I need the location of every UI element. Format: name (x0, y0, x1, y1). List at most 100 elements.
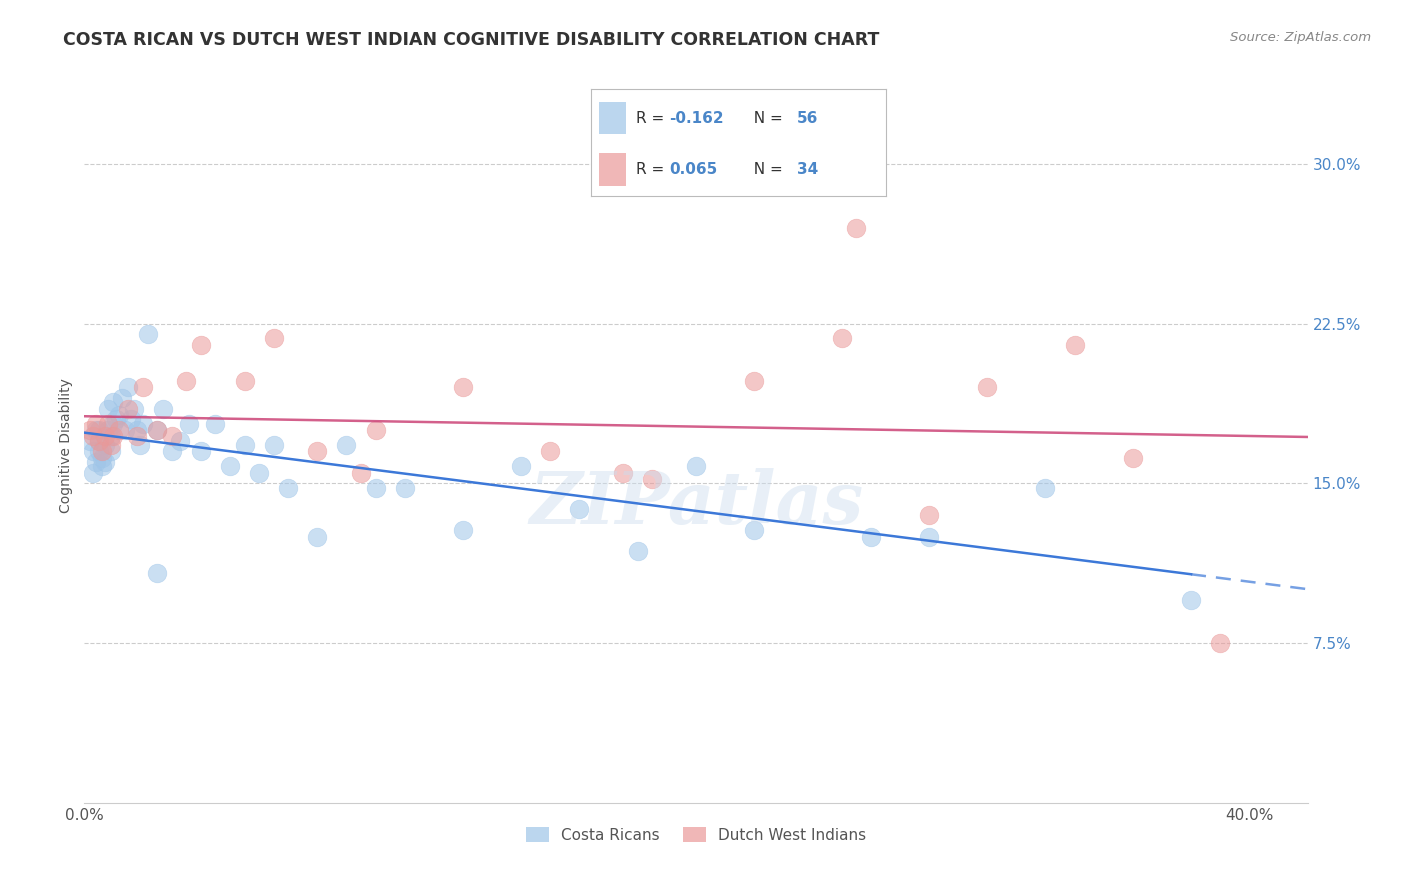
Legend: Costa Ricans, Dutch West Indians: Costa Ricans, Dutch West Indians (520, 821, 872, 848)
Point (859, 529, 882, 543)
Point (117, 380, 139, 394)
Point (79, 423, 101, 437)
Point (146, 566, 169, 580)
Point (117, 401, 139, 416)
Point (1035, 481, 1057, 495)
Point (103, 429, 125, 443)
Point (105, 412, 128, 426)
Point (263, 331, 285, 345)
Point (90, 444, 112, 458)
Point (97, 401, 120, 416)
Point (627, 544, 650, 558)
Point (538, 444, 561, 458)
Point (451, 380, 474, 394)
Point (263, 438, 285, 452)
Point (612, 466, 634, 480)
Point (335, 438, 357, 452)
Point (451, 523, 474, 537)
Point (87, 444, 110, 458)
Point (685, 459, 707, 474)
Text: COSTA RICAN VS DUTCH WEST INDIAN COGNITIVE DISABILITY CORRELATION CHART: COSTA RICAN VS DUTCH WEST INDIAN COGNITI… (63, 31, 880, 49)
Point (364, 423, 387, 437)
Point (82, 429, 104, 443)
Point (108, 408, 131, 422)
Point (307, 444, 329, 458)
Text: R =: R = (637, 162, 669, 177)
Point (350, 466, 373, 480)
Point (97, 423, 120, 437)
Point (125, 429, 148, 443)
Point (131, 380, 153, 394)
Point (82, 466, 104, 480)
Point (128, 438, 150, 452)
Point (641, 472, 664, 486)
Point (138, 327, 160, 342)
Point (174, 374, 197, 388)
Bar (599, 153, 626, 186)
Point (364, 481, 387, 495)
Point (100, 429, 122, 443)
Point (84, 423, 107, 437)
Y-axis label: Cognitive Disability: Cognitive Disability (59, 378, 73, 514)
Point (831, 331, 853, 345)
Point (125, 423, 148, 437)
Point (108, 423, 131, 437)
Point (976, 380, 998, 394)
Point (307, 529, 329, 543)
Point (120, 412, 142, 426)
Point (160, 444, 183, 458)
Point (93, 455, 115, 469)
Point (152, 401, 174, 416)
Point (97, 417, 120, 431)
Point (90, 450, 112, 465)
Point (122, 401, 145, 416)
Point (1209, 636, 1232, 650)
Point (100, 438, 122, 452)
Point (204, 417, 226, 431)
Point (93, 429, 115, 443)
Point (568, 501, 591, 516)
Point (742, 374, 765, 388)
Point (82, 444, 104, 458)
Text: 0.065: 0.065 (669, 162, 717, 177)
Point (233, 438, 256, 452)
Point (169, 434, 191, 448)
Text: ZIPatlas: ZIPatlas (529, 467, 863, 539)
Point (87, 434, 110, 448)
Text: R =: R = (637, 111, 669, 126)
Point (233, 374, 256, 388)
Point (100, 444, 122, 458)
Text: -0.162: -0.162 (669, 111, 724, 126)
Point (90, 459, 112, 474)
Point (179, 417, 201, 431)
Point (93, 438, 115, 452)
Point (103, 395, 125, 409)
Point (394, 481, 416, 495)
Point (146, 423, 169, 437)
Point (84, 417, 107, 431)
Point (1063, 338, 1085, 352)
Point (1180, 593, 1202, 607)
Point (79, 434, 101, 448)
Text: 34: 34 (797, 162, 818, 177)
Point (87, 423, 110, 437)
Point (190, 338, 212, 352)
Point (131, 417, 153, 431)
Text: N =: N = (744, 111, 787, 126)
Point (84, 455, 107, 469)
Point (845, 220, 868, 235)
Point (918, 529, 941, 543)
Text: N =: N = (744, 162, 787, 177)
Point (103, 417, 125, 431)
Bar (599, 102, 626, 134)
Point (111, 391, 134, 405)
Point (742, 523, 765, 537)
Text: 56: 56 (797, 111, 818, 126)
Point (918, 508, 941, 523)
Point (114, 423, 136, 437)
Point (247, 466, 270, 480)
Point (277, 481, 299, 495)
Point (146, 423, 169, 437)
Point (160, 429, 183, 443)
Point (190, 444, 212, 458)
